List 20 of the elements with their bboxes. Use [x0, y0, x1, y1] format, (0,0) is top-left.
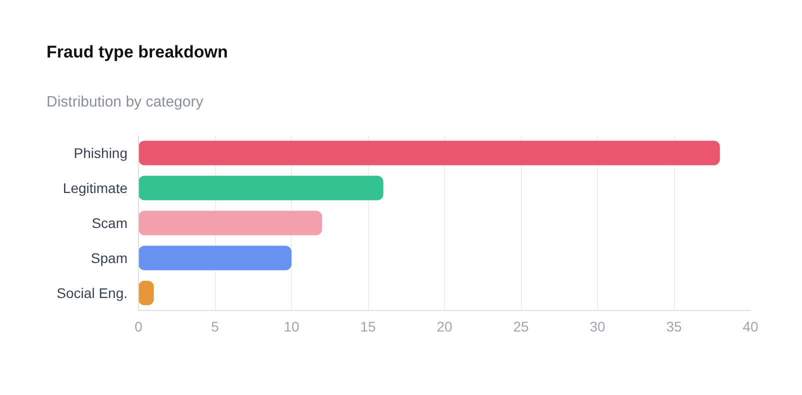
x-tick-label: 25 [513, 318, 529, 334]
x-tick-label: 0 [134, 318, 143, 334]
x-tick-label: 35 [666, 318, 682, 334]
x-tick-label: 40 [742, 318, 758, 334]
chart-subtitle: Distribution by category [46, 94, 204, 110]
y-tick-label: Scam [92, 215, 128, 231]
bar [138, 140, 720, 166]
y-tick-label: Spam [90, 250, 128, 266]
bar [138, 246, 292, 270]
bar [138, 210, 322, 236]
chart-title: Fraud type breakdown [46, 42, 228, 62]
x-tick-label: 20 [436, 318, 452, 334]
y-tick-label: Social Eng. [56, 285, 128, 301]
y-tick-label: Legitimate [62, 180, 128, 196]
x-tick-label: 30 [590, 318, 606, 334]
x-tick-label: 10 [284, 318, 300, 334]
x-tick-label: 15 [360, 318, 376, 334]
y-tick-label: Phishing [74, 145, 128, 161]
x-tick-label: 5 [211, 318, 220, 334]
bar [138, 176, 384, 200]
